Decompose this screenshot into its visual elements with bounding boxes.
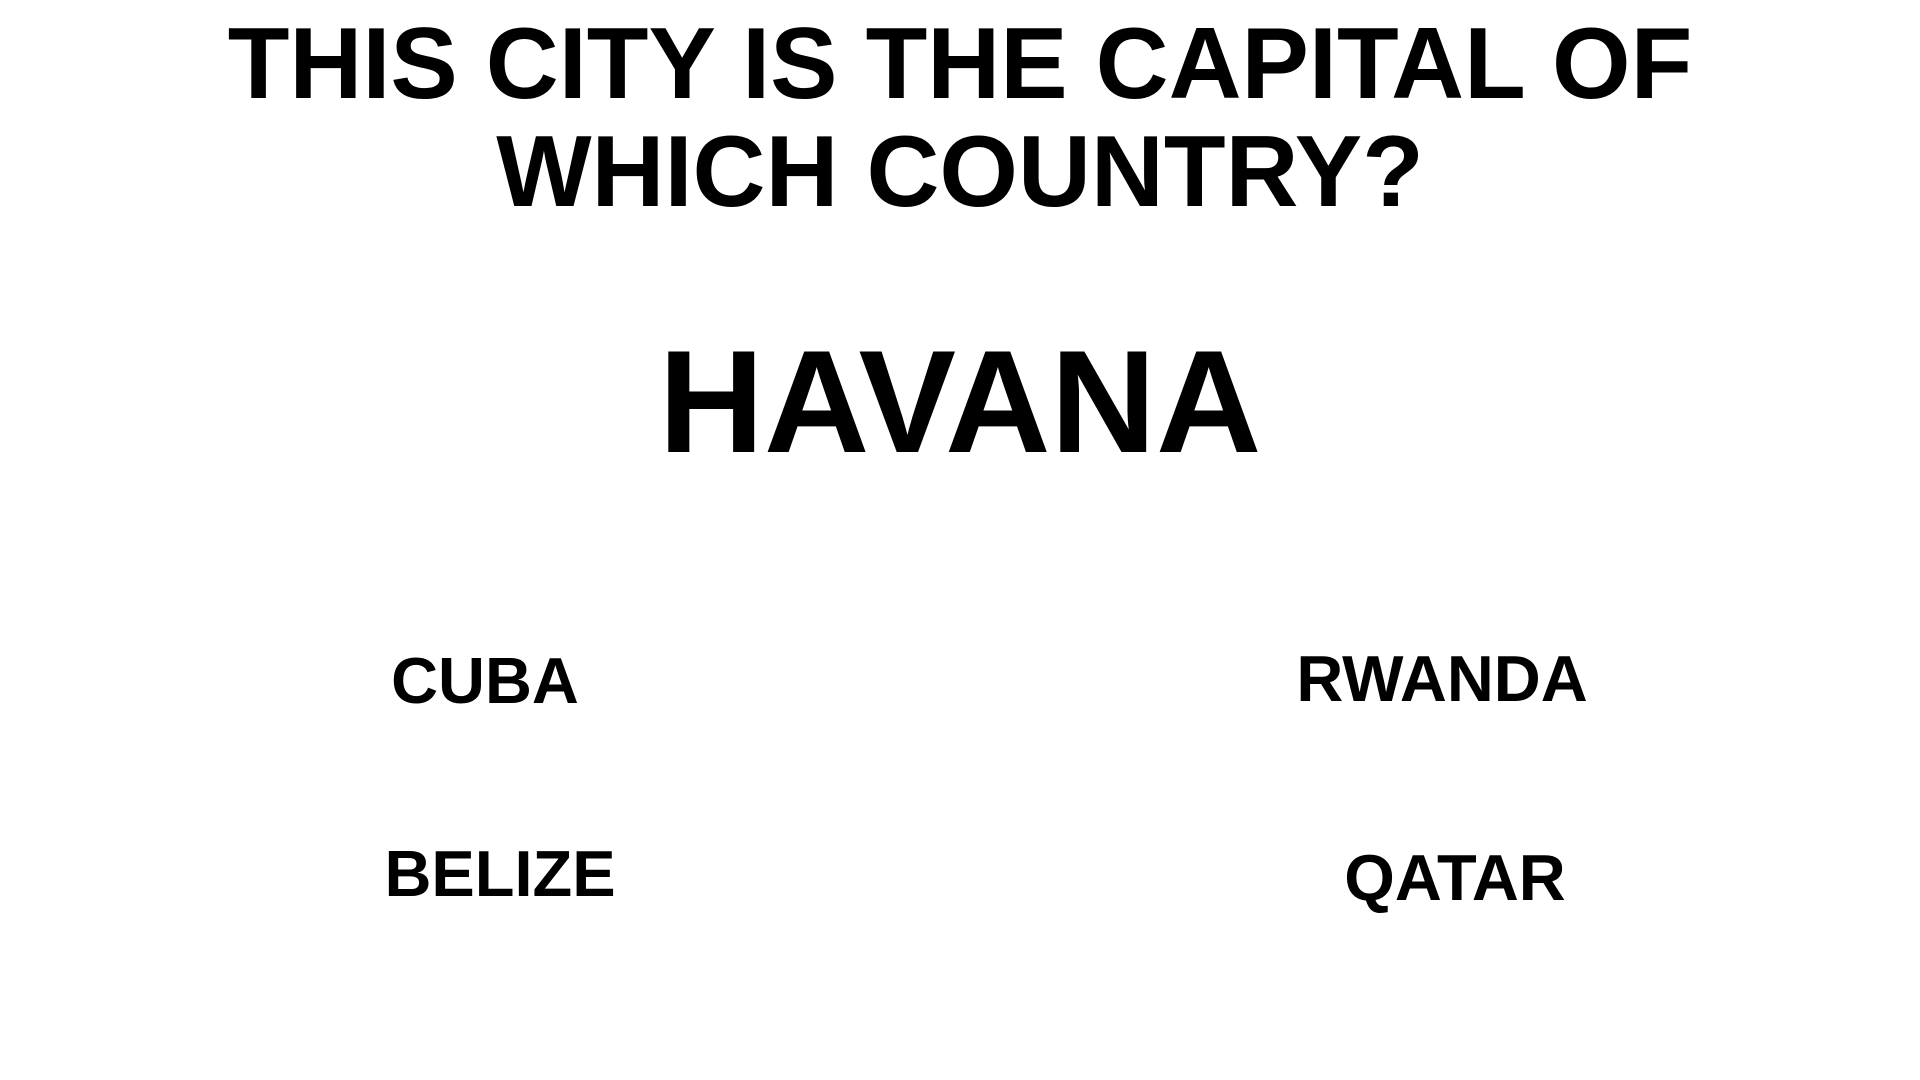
question-text: THIS CITY IS THE CAPITAL OF WHICH COUNTR… [227, 8, 1693, 228]
city-name: HAVANA [658, 320, 1262, 483]
answer-option-belize[interactable]: BELIZE [384, 837, 616, 910]
answer-option-qatar[interactable]: QATAR [1344, 841, 1566, 914]
answer-option-cuba[interactable]: CUBA [391, 644, 579, 717]
answer-option-rwanda[interactable]: RWANDA [1296, 642, 1588, 715]
